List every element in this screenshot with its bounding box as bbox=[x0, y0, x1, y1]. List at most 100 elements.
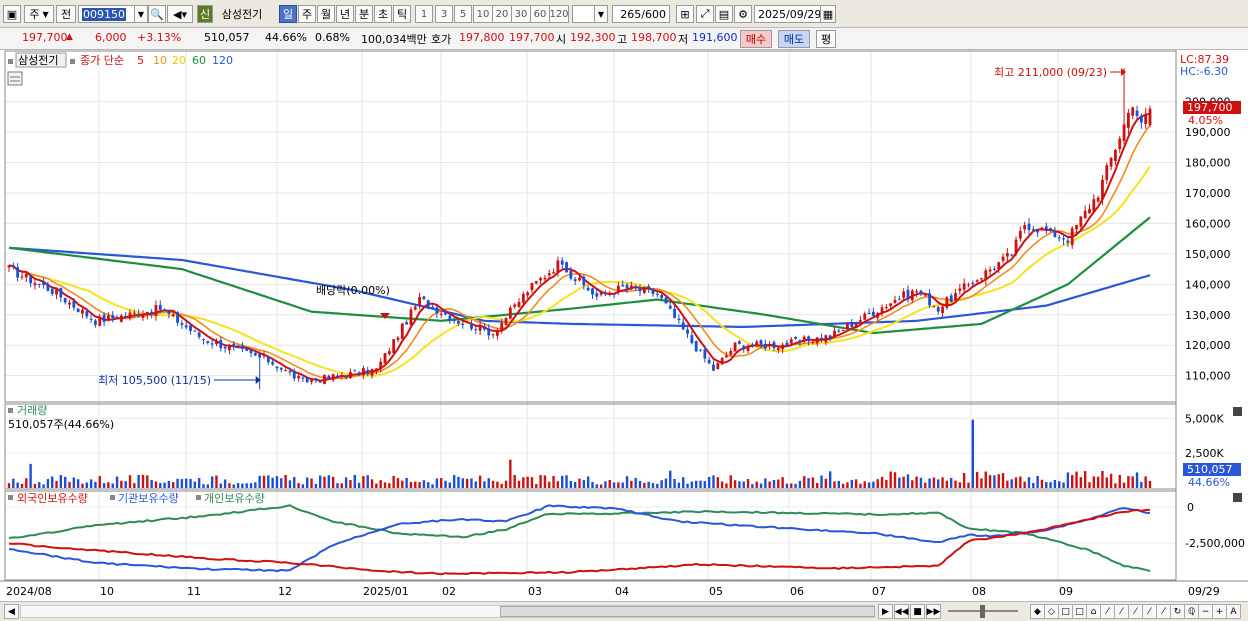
holding-legend-marker bbox=[196, 495, 201, 500]
candle-body bbox=[755, 341, 759, 346]
candle-body bbox=[971, 283, 975, 285]
period-tab-6[interactable]: 틱 bbox=[393, 5, 411, 23]
candle-body bbox=[850, 322, 854, 328]
volume-bar bbox=[647, 481, 650, 488]
period-tab-5[interactable]: 초 bbox=[374, 5, 392, 23]
interval-button-5[interactable]: 5 bbox=[454, 5, 472, 23]
candle-body bbox=[1001, 256, 1005, 261]
volume-panel-close-icon[interactable] bbox=[1233, 407, 1242, 416]
volume-bar bbox=[816, 483, 819, 488]
bottom-tool-5[interactable]: ⁄ bbox=[1100, 604, 1115, 619]
bottom-tool-9[interactable]: ⁄ bbox=[1156, 604, 1171, 619]
volume-bar bbox=[573, 481, 577, 488]
speaker-icon[interactable]: ◀▾ bbox=[167, 5, 193, 23]
zoom-slider-handle[interactable] bbox=[980, 605, 985, 618]
period-tab-4[interactable]: 분 bbox=[355, 5, 373, 23]
play-icon[interactable]: ▶▶ bbox=[926, 604, 941, 619]
volume-bar bbox=[409, 482, 413, 488]
interval-button-60[interactable]: 60 bbox=[530, 5, 550, 23]
volume-bar bbox=[401, 480, 404, 488]
interval-button-10[interactable]: 10 bbox=[473, 5, 493, 23]
period-tab-3[interactable]: 년 bbox=[336, 5, 354, 23]
candle-body bbox=[807, 336, 810, 342]
bottom-tool-4[interactable]: ⌂ bbox=[1086, 604, 1101, 619]
volume-bar bbox=[889, 471, 892, 488]
bottom-tool-8[interactable]: ⁄ bbox=[1142, 604, 1157, 619]
volume-bar bbox=[293, 477, 296, 488]
search-icon[interactable]: 🔍 bbox=[148, 5, 166, 23]
interval-button-20[interactable]: 20 bbox=[492, 5, 512, 23]
holding-legend-foreign: 외국인보유수량 bbox=[17, 492, 88, 505]
sell-button[interactable]: 매도 bbox=[778, 30, 810, 48]
volume-bar bbox=[16, 482, 19, 488]
bottom-tool-3[interactable]: □ bbox=[1072, 604, 1087, 619]
panel-table-icon[interactable] bbox=[7, 71, 23, 86]
bottom-tool-14[interactable]: A bbox=[1226, 604, 1241, 619]
candle-body bbox=[461, 324, 465, 326]
volume-bar bbox=[699, 480, 702, 488]
interval-button-3[interactable]: 3 bbox=[435, 5, 453, 23]
interval-button-120[interactable]: 120 bbox=[549, 5, 569, 23]
volume-bar bbox=[38, 482, 41, 488]
holding-panel-close-icon[interactable] bbox=[1233, 493, 1242, 502]
volume-bar bbox=[530, 477, 534, 488]
volume-bar bbox=[552, 475, 555, 488]
candle-body bbox=[595, 293, 599, 297]
bottom-tool-11[interactable]: ℚ bbox=[1184, 604, 1199, 619]
prev-button[interactable]: 전 bbox=[56, 5, 76, 23]
bottom-tool-1[interactable]: ◇ bbox=[1044, 604, 1059, 619]
calendar-icon[interactable]: ▦ bbox=[820, 5, 836, 23]
stock-code-input[interactable]: 009150 bbox=[78, 5, 136, 23]
candle-body bbox=[893, 299, 897, 304]
candle-body bbox=[193, 330, 197, 332]
period-tab-1[interactable]: 주 bbox=[298, 5, 316, 23]
interval-dropdown-icon[interactable]: ▼ bbox=[594, 5, 608, 23]
period-tab-2[interactable]: 월 bbox=[317, 5, 335, 23]
volume-bar bbox=[729, 475, 732, 488]
candle-body bbox=[145, 311, 149, 315]
volume-bar bbox=[772, 479, 776, 488]
scroll-right-icon[interactable]: ▶ bbox=[878, 604, 893, 619]
period-tab-0[interactable]: 일 bbox=[279, 5, 297, 23]
volume-bar bbox=[1006, 480, 1009, 488]
gear-icon[interactable]: ⚙ bbox=[734, 5, 752, 23]
bottom-tool-10[interactable]: ↻ bbox=[1170, 604, 1185, 619]
candle-body bbox=[340, 375, 344, 377]
bottom-tool-0[interactable]: ◆ bbox=[1030, 604, 1045, 619]
candle-type-icon[interactable]: ⊞ bbox=[676, 5, 694, 23]
volume-bar bbox=[215, 475, 218, 488]
volume-bar bbox=[396, 478, 400, 488]
individual-holding-line bbox=[8, 504, 1151, 573]
buy-button[interactable]: 매수 bbox=[740, 30, 772, 48]
eval-button[interactable]: 평 bbox=[816, 30, 836, 48]
volume-bar bbox=[98, 476, 101, 488]
volume-bar bbox=[439, 478, 443, 488]
candle-body bbox=[236, 345, 240, 348]
legend-stock-box[interactable] bbox=[15, 52, 67, 68]
market-type-select[interactable]: 주 ▼ bbox=[24, 5, 54, 23]
volume-bar bbox=[288, 480, 292, 488]
candle-body bbox=[729, 350, 733, 355]
stock-chart[interactable]: 110,000 120,000 130,000 140,000 150,000 160,0… bbox=[0, 50, 1248, 601]
volume-bar bbox=[937, 479, 940, 488]
scroll-thumb[interactable] bbox=[500, 606, 875, 617]
interval-button-30[interactable]: 30 bbox=[511, 5, 531, 23]
window-menu-icon[interactable]: ▣ bbox=[3, 5, 21, 23]
bottom-tool-7[interactable]: ⁄ bbox=[1128, 604, 1143, 619]
stop-icon[interactable]: ■ bbox=[910, 604, 925, 619]
stock-dropdown-icon[interactable]: ▼ bbox=[134, 5, 148, 23]
volume-bar bbox=[954, 480, 957, 488]
scroll-left-icon[interactable]: ◀ bbox=[4, 604, 19, 619]
rewind-icon[interactable]: ◀◀ bbox=[894, 604, 909, 619]
bottom-tool-6[interactable]: ⁄ bbox=[1114, 604, 1129, 619]
bottom-tool-2[interactable]: □ bbox=[1058, 604, 1073, 619]
interval-button-1[interactable]: 1 bbox=[415, 5, 433, 23]
save-icon[interactable]: ▤ bbox=[715, 5, 733, 23]
count-input[interactable]: 265/600 bbox=[612, 5, 670, 23]
overlay-icon[interactable]: ⤢ bbox=[696, 5, 714, 23]
bottom-tool-12[interactable]: − bbox=[1198, 604, 1213, 619]
bottom-tool-13[interactable]: + bbox=[1212, 604, 1227, 619]
trade-amount: 100,034백만 bbox=[361, 33, 427, 46]
count-total: /600 bbox=[641, 7, 666, 21]
volume-bar bbox=[893, 472, 897, 488]
